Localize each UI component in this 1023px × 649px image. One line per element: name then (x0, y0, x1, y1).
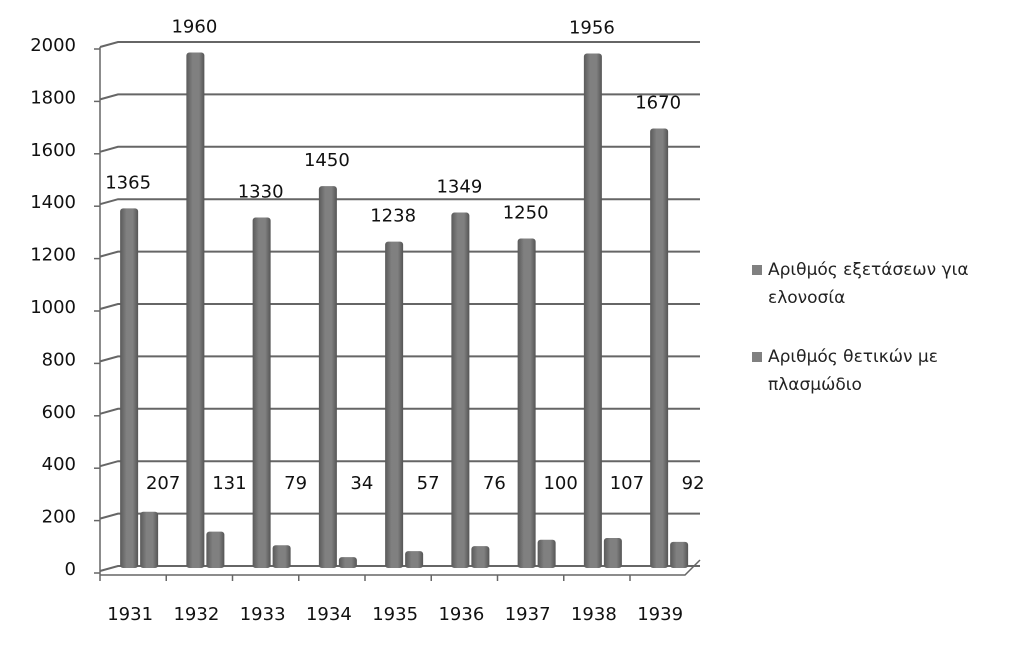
y-tick-label: 0 (65, 559, 76, 580)
y-tick-label: 800 (42, 349, 76, 370)
bar (603, 537, 622, 568)
y-tick-label: 2000 (30, 35, 76, 56)
x-tick-label: 1938 (571, 604, 617, 625)
grid-line (99, 145, 700, 153)
data-label: 1670 (635, 92, 681, 113)
grid-line (99, 565, 700, 572)
data-label: 131 (212, 473, 246, 494)
bar (670, 541, 689, 568)
bar (517, 238, 536, 568)
legend-item: Αριθμός εξετάσεων για ελονοσία (752, 256, 1017, 312)
data-label: 79 (284, 473, 307, 494)
legend-label: Αριθμός εξετάσεων για ελονοσία (768, 260, 969, 308)
legend-swatch (752, 352, 762, 362)
y-tick-label: 1800 (30, 87, 76, 108)
x-tick-label: 1939 (637, 604, 683, 625)
y-tick-label: 200 (42, 507, 76, 528)
data-label: 34 (350, 473, 373, 494)
bar (650, 128, 669, 568)
bar (318, 186, 337, 568)
bar (120, 208, 139, 568)
x-tick-label: 1937 (505, 604, 551, 625)
grid-line (99, 93, 700, 101)
bar (338, 557, 357, 568)
bar (451, 212, 470, 568)
data-label: 1250 (503, 203, 549, 224)
grid-line (99, 198, 700, 206)
legend-label: Αριθμός θετικών με πλασμώδιο (768, 347, 938, 395)
y-tick-label: 600 (42, 402, 76, 423)
x-tick-label: 1936 (438, 604, 484, 625)
x-tick-label: 1934 (306, 604, 352, 625)
bar (186, 52, 205, 569)
y-tick-label: 1000 (30, 297, 76, 318)
bar (252, 217, 271, 569)
data-label: 76 (483, 473, 506, 494)
bar (537, 539, 556, 568)
grid-line (99, 512, 700, 520)
bar (471, 546, 490, 568)
bar (385, 241, 404, 569)
grid-line (99, 407, 700, 415)
bar (272, 545, 291, 568)
data-label: 1365 (105, 172, 151, 193)
data-label: 1349 (436, 177, 482, 198)
grid-line (99, 355, 700, 363)
data-label: 1330 (238, 182, 284, 203)
data-label: 1956 (569, 18, 615, 39)
bar (140, 511, 159, 568)
data-label: 1450 (304, 150, 350, 171)
data-label: 107 (610, 473, 644, 494)
y-tick-label: 1600 (30, 140, 76, 161)
grid-line (99, 41, 700, 48)
bar (206, 531, 225, 568)
bar (583, 53, 602, 568)
bar (405, 551, 424, 568)
data-label: 207 (146, 473, 180, 494)
x-tick-label: 1931 (107, 604, 153, 625)
data-label: 100 (543, 473, 577, 494)
data-label: 1960 (171, 16, 217, 37)
y-tick-label: 400 (42, 454, 76, 475)
x-tick-label: 1933 (240, 604, 286, 625)
y-tick-label: 1200 (30, 245, 76, 266)
data-label: 92 (682, 473, 705, 494)
x-tick-label: 1932 (173, 604, 219, 625)
data-label: 57 (417, 473, 440, 494)
legend-item: Αριθμός θετικών με πλασμώδιο (752, 343, 1017, 399)
x-tick-label: 1935 (372, 604, 418, 625)
legend-swatch (752, 265, 762, 275)
y-tick-label: 1400 (30, 192, 76, 213)
grid-line (99, 250, 700, 258)
data-label: 1238 (370, 206, 416, 227)
grid-line (99, 303, 700, 310)
grid-line (99, 460, 700, 468)
